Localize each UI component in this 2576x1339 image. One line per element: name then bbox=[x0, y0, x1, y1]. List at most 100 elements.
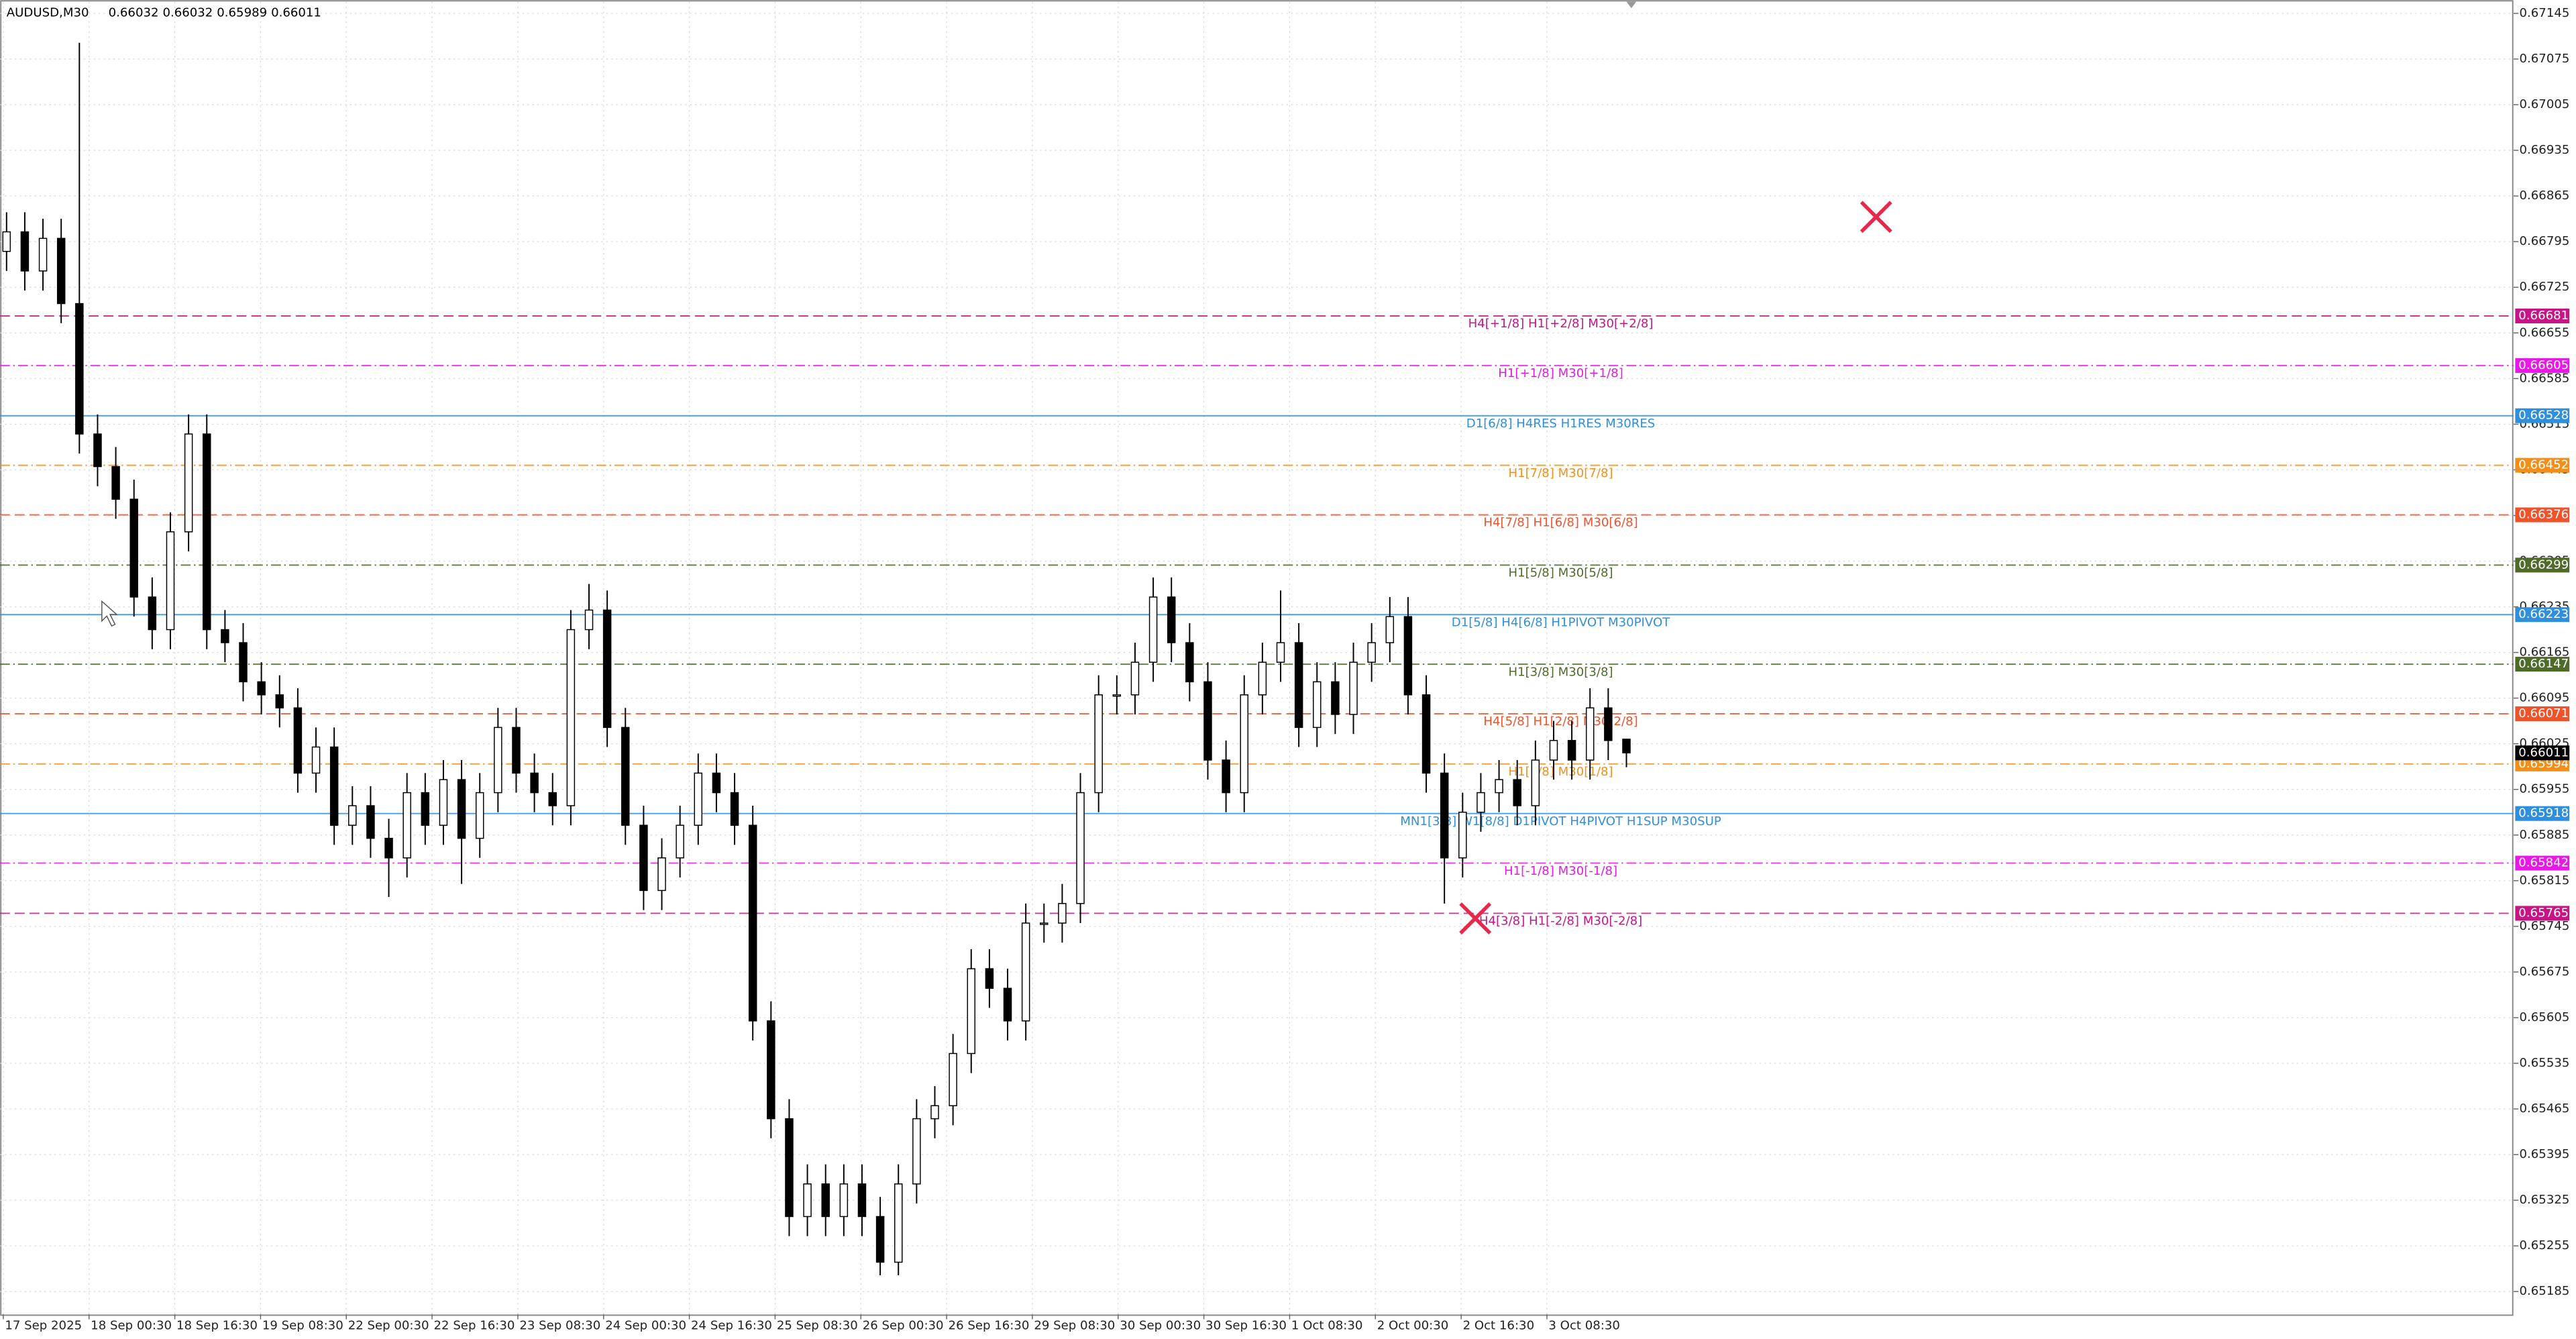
candle-body bbox=[1130, 661, 1140, 696]
candle-body bbox=[657, 857, 666, 892]
candle-body bbox=[530, 772, 539, 794]
header-close: 0.66011 bbox=[271, 6, 321, 20]
candle-body bbox=[1549, 740, 1558, 761]
header-open: 0.66032 bbox=[109, 6, 159, 20]
level-price: 0.66299 bbox=[2518, 557, 2569, 572]
level-price-box bbox=[2515, 507, 2570, 523]
x-tick-label: 30 Sep 00:30 bbox=[1120, 1318, 1201, 1332]
level-price: 0.65842 bbox=[2518, 856, 2569, 870]
y-tick-label: 0.65535 bbox=[2520, 1056, 2570, 1070]
x-tick-label: 22 Sep 00:30 bbox=[348, 1318, 429, 1332]
candle-body bbox=[56, 237, 66, 305]
y-tick-label: 0.65185 bbox=[2520, 1284, 2570, 1298]
candle-body bbox=[1276, 642, 1285, 663]
level-price-box bbox=[2515, 657, 2570, 672]
candle-body bbox=[1003, 987, 1012, 1022]
x-tick-label: 25 Sep 08:30 bbox=[777, 1318, 858, 1332]
x-tick-label: 22 Sep 16:30 bbox=[434, 1318, 515, 1332]
level-price-box bbox=[2515, 855, 2570, 871]
candle-body bbox=[1203, 681, 1212, 761]
candle-body bbox=[985, 968, 994, 989]
plot-border bbox=[0, 0, 2514, 1316]
candle-body bbox=[676, 824, 684, 859]
candle-body bbox=[129, 498, 138, 598]
candle-body bbox=[20, 231, 30, 272]
level-label: H4[5/8] H1[2/8] M30[2/8] bbox=[1483, 714, 1638, 729]
y-tick-label: 0.66585 bbox=[2520, 371, 2570, 385]
candle-body bbox=[1495, 779, 1503, 794]
level-price: 0.66071 bbox=[2518, 706, 2569, 720]
header-high: 0.66032 bbox=[162, 6, 213, 20]
candle-body bbox=[875, 1216, 885, 1263]
y-tick-label: 0.65605 bbox=[2520, 1010, 2570, 1024]
level-price: 0.65765 bbox=[2518, 906, 2569, 920]
x-tick-label: 30 Sep 16:30 bbox=[1205, 1318, 1287, 1332]
y-tick-label: 0.67145 bbox=[2520, 6, 2570, 20]
candle-body bbox=[857, 1183, 867, 1218]
candle-body bbox=[275, 694, 284, 708]
candle-body bbox=[1567, 740, 1576, 761]
candle-body bbox=[1349, 661, 1358, 715]
x-tick-label: 2 Oct 16:30 bbox=[1463, 1318, 1535, 1332]
y-tick-label: 0.65255 bbox=[2520, 1238, 2570, 1252]
level-price: 0.66147 bbox=[2518, 657, 2569, 671]
candle-body bbox=[1148, 596, 1158, 663]
candle-body bbox=[1058, 903, 1067, 924]
candle-body bbox=[639, 824, 648, 892]
candle-body bbox=[1585, 707, 1595, 761]
candle-body bbox=[767, 1020, 775, 1120]
level-label: D1[6/8] H4RES H1RES M30RES bbox=[1466, 417, 1656, 431]
x-tick-label: 2 Oct 00:30 bbox=[1377, 1318, 1449, 1332]
x-tick-label: 1 Oct 08:30 bbox=[1291, 1318, 1363, 1332]
level-price-box bbox=[2515, 557, 2570, 573]
candle-body bbox=[239, 642, 248, 683]
x-tick-label: 19 Sep 08:30 bbox=[262, 1318, 343, 1332]
candle-body bbox=[421, 792, 430, 826]
candle-body bbox=[366, 805, 375, 839]
level-price: 0.66528 bbox=[2518, 409, 2569, 423]
candle-body bbox=[1531, 759, 1540, 806]
level-label: D1[5/8] H4[6/8] H1PIVOT M30PIVOT bbox=[1452, 615, 1670, 629]
candle-body bbox=[2, 231, 11, 252]
level-label: H4[3/8] H1[-2/8] M30[-2/8] bbox=[1479, 914, 1642, 928]
level-price-box bbox=[2515, 706, 2570, 721]
candle-body bbox=[1403, 616, 1413, 696]
level-price-box bbox=[2515, 607, 2570, 623]
candle-body bbox=[1294, 642, 1303, 729]
current-price: 0.66011 bbox=[2518, 745, 2569, 759]
level-label: H1[-1/8] M30[-1/8] bbox=[1504, 864, 1617, 878]
candle-body bbox=[257, 681, 266, 696]
candle-body bbox=[949, 1053, 957, 1106]
x-tick-label: 29 Sep 08:30 bbox=[1034, 1318, 1115, 1332]
candle-body bbox=[748, 824, 757, 1022]
level-price-box bbox=[2515, 458, 2570, 473]
y-tick-label: 0.66865 bbox=[2520, 189, 2570, 203]
candle-body bbox=[912, 1118, 921, 1185]
candle-body bbox=[1185, 642, 1194, 683]
x-tick-label: 3 Oct 08:30 bbox=[1548, 1318, 1620, 1332]
level-price: 0.65918 bbox=[2518, 806, 2569, 820]
y-tick-label: 0.65325 bbox=[2520, 1193, 2570, 1207]
y-tick-label: 0.65885 bbox=[2520, 828, 2570, 842]
x-tick-label: 24 Sep 16:30 bbox=[691, 1318, 772, 1332]
level-price-box bbox=[2515, 906, 2570, 921]
candle-body bbox=[1622, 739, 1631, 754]
candle-body bbox=[1076, 792, 1085, 904]
candle-body bbox=[75, 303, 84, 435]
level-price: 0.66681 bbox=[2518, 309, 2569, 323]
candle-body bbox=[1021, 922, 1030, 1022]
candle-body bbox=[566, 629, 576, 806]
y-tick-label: 0.66725 bbox=[2520, 280, 2570, 294]
y-tick-label: 0.65395 bbox=[2520, 1147, 2570, 1161]
level-price: 0.66452 bbox=[2518, 458, 2569, 472]
x-tick-label: 23 Sep 08:30 bbox=[519, 1318, 600, 1332]
level-price-box bbox=[2515, 308, 2570, 324]
x-tick-label: 18 Sep 00:30 bbox=[91, 1318, 172, 1332]
cross-marker bbox=[1459, 902, 1492, 934]
candle-body bbox=[967, 968, 976, 1055]
candle-body bbox=[1222, 759, 1230, 794]
level-label: H1[+1/8] M30[+1/8] bbox=[1498, 366, 1623, 380]
candle-body bbox=[1258, 661, 1267, 696]
candle-body bbox=[1440, 772, 1449, 859]
candle-body bbox=[494, 727, 502, 794]
